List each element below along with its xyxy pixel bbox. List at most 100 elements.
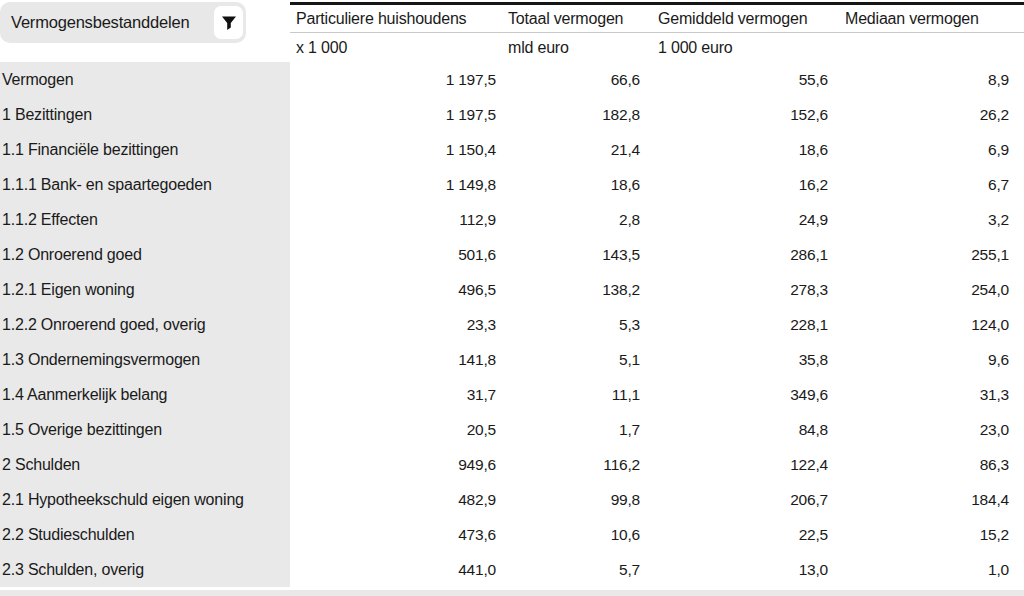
- value-cell: 496,5: [290, 281, 496, 299]
- value-cell: 35,8: [640, 351, 828, 369]
- row-label: 2 Schulden: [0, 447, 290, 482]
- value-cell: 286,1: [640, 246, 828, 264]
- statline-table-view: Vermogensbestanddelen Particuliere huish…: [0, 0, 1024, 596]
- value-cell: 278,3: [640, 281, 828, 299]
- table-row: 1.5 Overige bezittingen20,51,784,823,0: [0, 412, 1024, 447]
- row-label: 1.3 Ondernemingsvermogen: [0, 342, 290, 377]
- value-cell: 20,5: [290, 421, 496, 439]
- value-cell: 55,6: [640, 71, 828, 89]
- row-label: 2.1 Hypotheekschuld eigen woning: [0, 482, 290, 517]
- value-cell: 21,4: [496, 141, 640, 159]
- value-cell: 15,2: [828, 526, 1024, 544]
- column-header-gemiddeld-vermogen: Gemiddeld vermogen: [640, 10, 828, 28]
- table-row: 1.4 Aanmerkelijk belang31,711,1349,631,3: [0, 377, 1024, 412]
- value-cell: 152,6: [640, 106, 828, 124]
- dimension-filter-label: Vermogensbestanddelen: [11, 13, 189, 32]
- value-cell: 124,0: [828, 316, 1024, 334]
- value-cell: 1,7: [496, 421, 640, 439]
- column-unit: x 1 000: [290, 39, 496, 57]
- value-cell: 116,2: [496, 456, 640, 474]
- table-row: 2.1 Hypotheekschuld eigen woning482,999,…: [0, 482, 1024, 517]
- row-label: Vermogen: [0, 62, 290, 97]
- value-cell: 122,4: [640, 456, 828, 474]
- value-cell: 138,2: [496, 281, 640, 299]
- column-header-mediaan-vermogen: Mediaan vermogen: [828, 10, 1024, 28]
- value-cell: 228,1: [640, 316, 828, 334]
- value-cell: 24,9: [640, 211, 828, 229]
- row-label: 1.1.2 Effecten: [0, 202, 290, 237]
- value-cell: 112,9: [290, 211, 496, 229]
- column-header-area: Particuliere huishoudens Totaal vermogen…: [290, 2, 1024, 62]
- row-label: 1.4 Aanmerkelijk belang: [0, 377, 290, 412]
- column-header-particuliere-huishoudens: Particuliere huishoudens: [290, 10, 496, 28]
- table-row: Vermogen1 197,566,655,68,9: [0, 62, 1024, 97]
- value-cell: 184,4: [828, 491, 1024, 509]
- value-cell: 66,6: [496, 71, 640, 89]
- value-cell: 31,7: [290, 386, 496, 404]
- value-cell: 206,7: [640, 491, 828, 509]
- table-row: 2 Schulden949,6116,2122,486,3: [0, 447, 1024, 482]
- column-header-row: Particuliere huishoudens Totaal vermogen…: [290, 5, 1024, 33]
- value-cell: 1 150,4: [290, 141, 496, 159]
- value-cell: 6,7: [828, 176, 1024, 194]
- value-cell: 23,3: [290, 316, 496, 334]
- value-cell: 5,3: [496, 316, 640, 334]
- value-cell: 255,1: [828, 246, 1024, 264]
- value-cell: 3,2: [828, 211, 1024, 229]
- table-row: 2.2 Studieschulden473,610,622,515,2: [0, 517, 1024, 552]
- table-row: 2.3 Schulden, overig441,05,713,01,0: [0, 552, 1024, 587]
- value-cell: 6,9: [828, 141, 1024, 159]
- value-cell: 441,0: [290, 561, 496, 579]
- table-row: 1.2 Onroerend goed501,6143,5286,1255,1: [0, 237, 1024, 272]
- row-label: 1.1 Financiële bezittingen: [0, 132, 290, 167]
- value-cell: 1 197,5: [290, 106, 496, 124]
- value-cell: 23,0: [828, 421, 1024, 439]
- row-label: 1 Bezittingen: [0, 97, 290, 132]
- value-cell: 5,7: [496, 561, 640, 579]
- value-cell: 182,8: [496, 106, 640, 124]
- column-unit: mld euro: [496, 39, 640, 57]
- value-cell: 949,6: [290, 456, 496, 474]
- row-label: 1.2.1 Eigen woning: [0, 272, 290, 307]
- value-cell: 1 149,8: [290, 176, 496, 194]
- table-row: 1 Bezittingen1 197,5182,8152,626,2: [0, 97, 1024, 132]
- filter-funnel-icon: [221, 15, 237, 31]
- row-label: 1.5 Overige bezittingen: [0, 412, 290, 447]
- value-cell: 31,3: [828, 386, 1024, 404]
- row-label: 1.1.1 Bank- en spaartegoeden: [0, 167, 290, 202]
- row-label: 1.2.2 Onroerend goed, overig: [0, 307, 290, 342]
- value-cell: 10,6: [496, 526, 640, 544]
- value-cell: 86,3: [828, 456, 1024, 474]
- value-cell: 349,6: [640, 386, 828, 404]
- table-row: 1.1.1 Bank- en spaartegoeden1 149,818,61…: [0, 167, 1024, 202]
- row-label: 2.3 Schulden, overig: [0, 552, 290, 587]
- table-row: 1.2.2 Onroerend goed, overig23,35,3228,1…: [0, 307, 1024, 342]
- table-row: 1.1.2 Effecten112,92,824,93,2: [0, 202, 1024, 237]
- value-cell: 482,9: [290, 491, 496, 509]
- column-unit: 1 000 euro: [640, 39, 828, 57]
- row-label: 1.2 Onroerend goed: [0, 237, 290, 272]
- value-cell: 8,9: [828, 71, 1024, 89]
- column-unit-row: x 1 000 mld euro 1 000 euro: [290, 33, 1024, 62]
- value-cell: 22,5: [640, 526, 828, 544]
- column-header-totaal-vermogen: Totaal vermogen: [496, 10, 640, 28]
- value-cell: 11,1: [496, 386, 640, 404]
- value-cell: 141,8: [290, 351, 496, 369]
- value-cell: 99,8: [496, 491, 640, 509]
- row-label: 2.2 Studieschulden: [0, 517, 290, 552]
- table-row: 1.3 Ondernemingsvermogen141,85,135,89,6: [0, 342, 1024, 377]
- value-cell: 26,2: [828, 106, 1024, 124]
- table-row: 1.2.1 Eigen woning496,5138,2278,3254,0: [0, 272, 1024, 307]
- value-cell: 13,0: [640, 561, 828, 579]
- dimension-filter-pill[interactable]: Vermogensbestanddelen: [0, 2, 246, 43]
- value-cell: 473,6: [290, 526, 496, 544]
- table-body: Vermogen1 197,566,655,68,91 Bezittingen1…: [0, 62, 1024, 587]
- value-cell: 501,6: [290, 246, 496, 264]
- filter-button[interactable]: [214, 6, 243, 39]
- value-cell: 84,8: [640, 421, 828, 439]
- value-cell: 18,6: [496, 176, 640, 194]
- value-cell: 5,1: [496, 351, 640, 369]
- value-cell: 254,0: [828, 281, 1024, 299]
- horizontal-scrollbar-track[interactable]: [0, 590, 1024, 596]
- table-row: 1.1 Financiële bezittingen1 150,421,418,…: [0, 132, 1024, 167]
